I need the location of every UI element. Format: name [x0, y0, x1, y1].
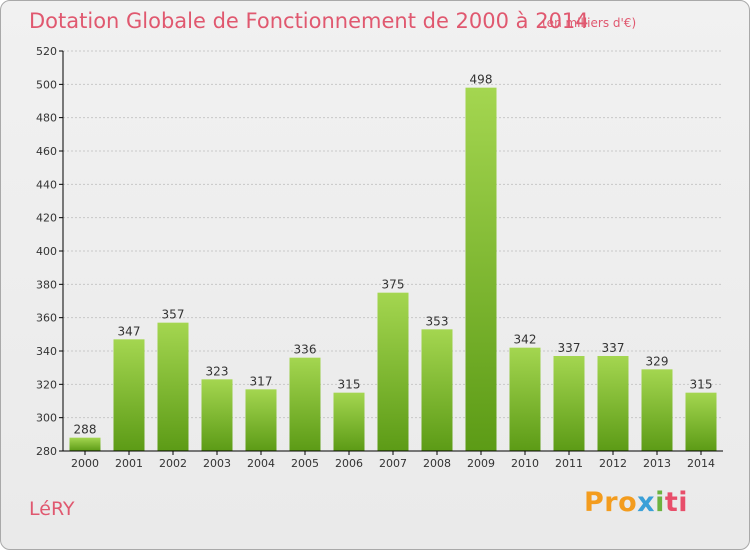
data-label: 323 — [206, 364, 229, 378]
x-tick-label: 2006 — [335, 457, 363, 470]
commune-name: LéRY — [29, 498, 75, 520]
proxiti-logo: Proxiti — [584, 487, 688, 518]
unit-note: (en milliers d'€) — [542, 16, 637, 30]
data-label: 315 — [338, 378, 361, 392]
bar-2005 — [289, 357, 321, 451]
y-tick-label: 380 — [36, 278, 57, 291]
data-label: 498 — [470, 73, 493, 87]
bar-2011 — [553, 356, 585, 451]
data-label: 315 — [690, 378, 713, 392]
x-tick-label: 2012 — [599, 457, 627, 470]
data-label: 336 — [294, 343, 317, 357]
bar-2008 — [421, 329, 453, 451]
y-tick-label: 360 — [36, 312, 57, 325]
bar-2006 — [333, 392, 365, 451]
data-label: 329 — [646, 354, 669, 368]
x-tick-label: 2004 — [247, 457, 275, 470]
y-tick-label: 340 — [36, 345, 57, 358]
y-tick-label: 280 — [36, 445, 57, 458]
logo-part-3: i — [655, 487, 665, 518]
bar-2004 — [245, 389, 277, 451]
bars: 288 347 357 323 317 336 315 375 353 498 342 337 337 3… — [69, 73, 717, 452]
x-tick-label: 2008 — [423, 457, 451, 470]
y-tick-label: 300 — [36, 412, 57, 425]
x-tick-label: 2014 — [687, 457, 715, 470]
y-tick-label: 500 — [36, 78, 57, 91]
bar-2002 — [157, 322, 189, 451]
y-tick-label: 320 — [36, 378, 57, 391]
data-label: 353 — [426, 314, 449, 328]
data-label: 337 — [558, 341, 581, 355]
bar-2000 — [69, 437, 101, 451]
bar-2010 — [509, 347, 541, 451]
y-tick-label: 520 — [36, 45, 57, 58]
y-tick-label: 420 — [36, 212, 57, 225]
x-tick-label: 2002 — [159, 457, 187, 470]
y-tick-label: 400 — [36, 245, 57, 258]
data-label: 288 — [74, 423, 97, 437]
x-tick-label: 2009 — [467, 457, 495, 470]
bar-2001 — [113, 339, 145, 451]
x-tick-label: 2011 — [555, 457, 583, 470]
x-tick-label: 2003 — [203, 457, 231, 470]
y-tick-label: 440 — [36, 178, 57, 191]
logo-part-2: x — [637, 487, 656, 518]
data-label: 317 — [250, 374, 273, 388]
data-label: 347 — [118, 324, 141, 338]
y-tick-label: 480 — [36, 112, 57, 125]
data-label: 357 — [162, 308, 185, 322]
x-tick-label: 2000 — [71, 457, 99, 470]
bar-2009 — [465, 87, 497, 452]
bar-2007 — [377, 292, 409, 451]
chart-title: Dotation Globale de Fonctionnement de 20… — [29, 9, 589, 33]
data-label: 342 — [514, 333, 537, 347]
bar-2013 — [641, 369, 673, 451]
x-tick-label: 2005 — [291, 457, 319, 470]
data-label: 375 — [382, 278, 405, 292]
y-tick-label: 460 — [36, 145, 57, 158]
logo-part-4: ti — [664, 487, 689, 518]
x-tick-label: 2001 — [115, 457, 143, 470]
x-tick-label: 2013 — [643, 457, 671, 470]
bar-2003 — [201, 379, 233, 451]
logo-part-1: Pro — [584, 487, 638, 518]
data-label: 337 — [602, 341, 625, 355]
x-tick-label: 2010 — [511, 457, 539, 470]
bar-2014 — [685, 392, 717, 451]
bar-2012 — [597, 356, 629, 451]
x-tick-label: 2007 — [379, 457, 407, 470]
axes: 280 300 320 340 360 380 400 420 440 460 480 500 520 2… — [36, 45, 723, 470]
